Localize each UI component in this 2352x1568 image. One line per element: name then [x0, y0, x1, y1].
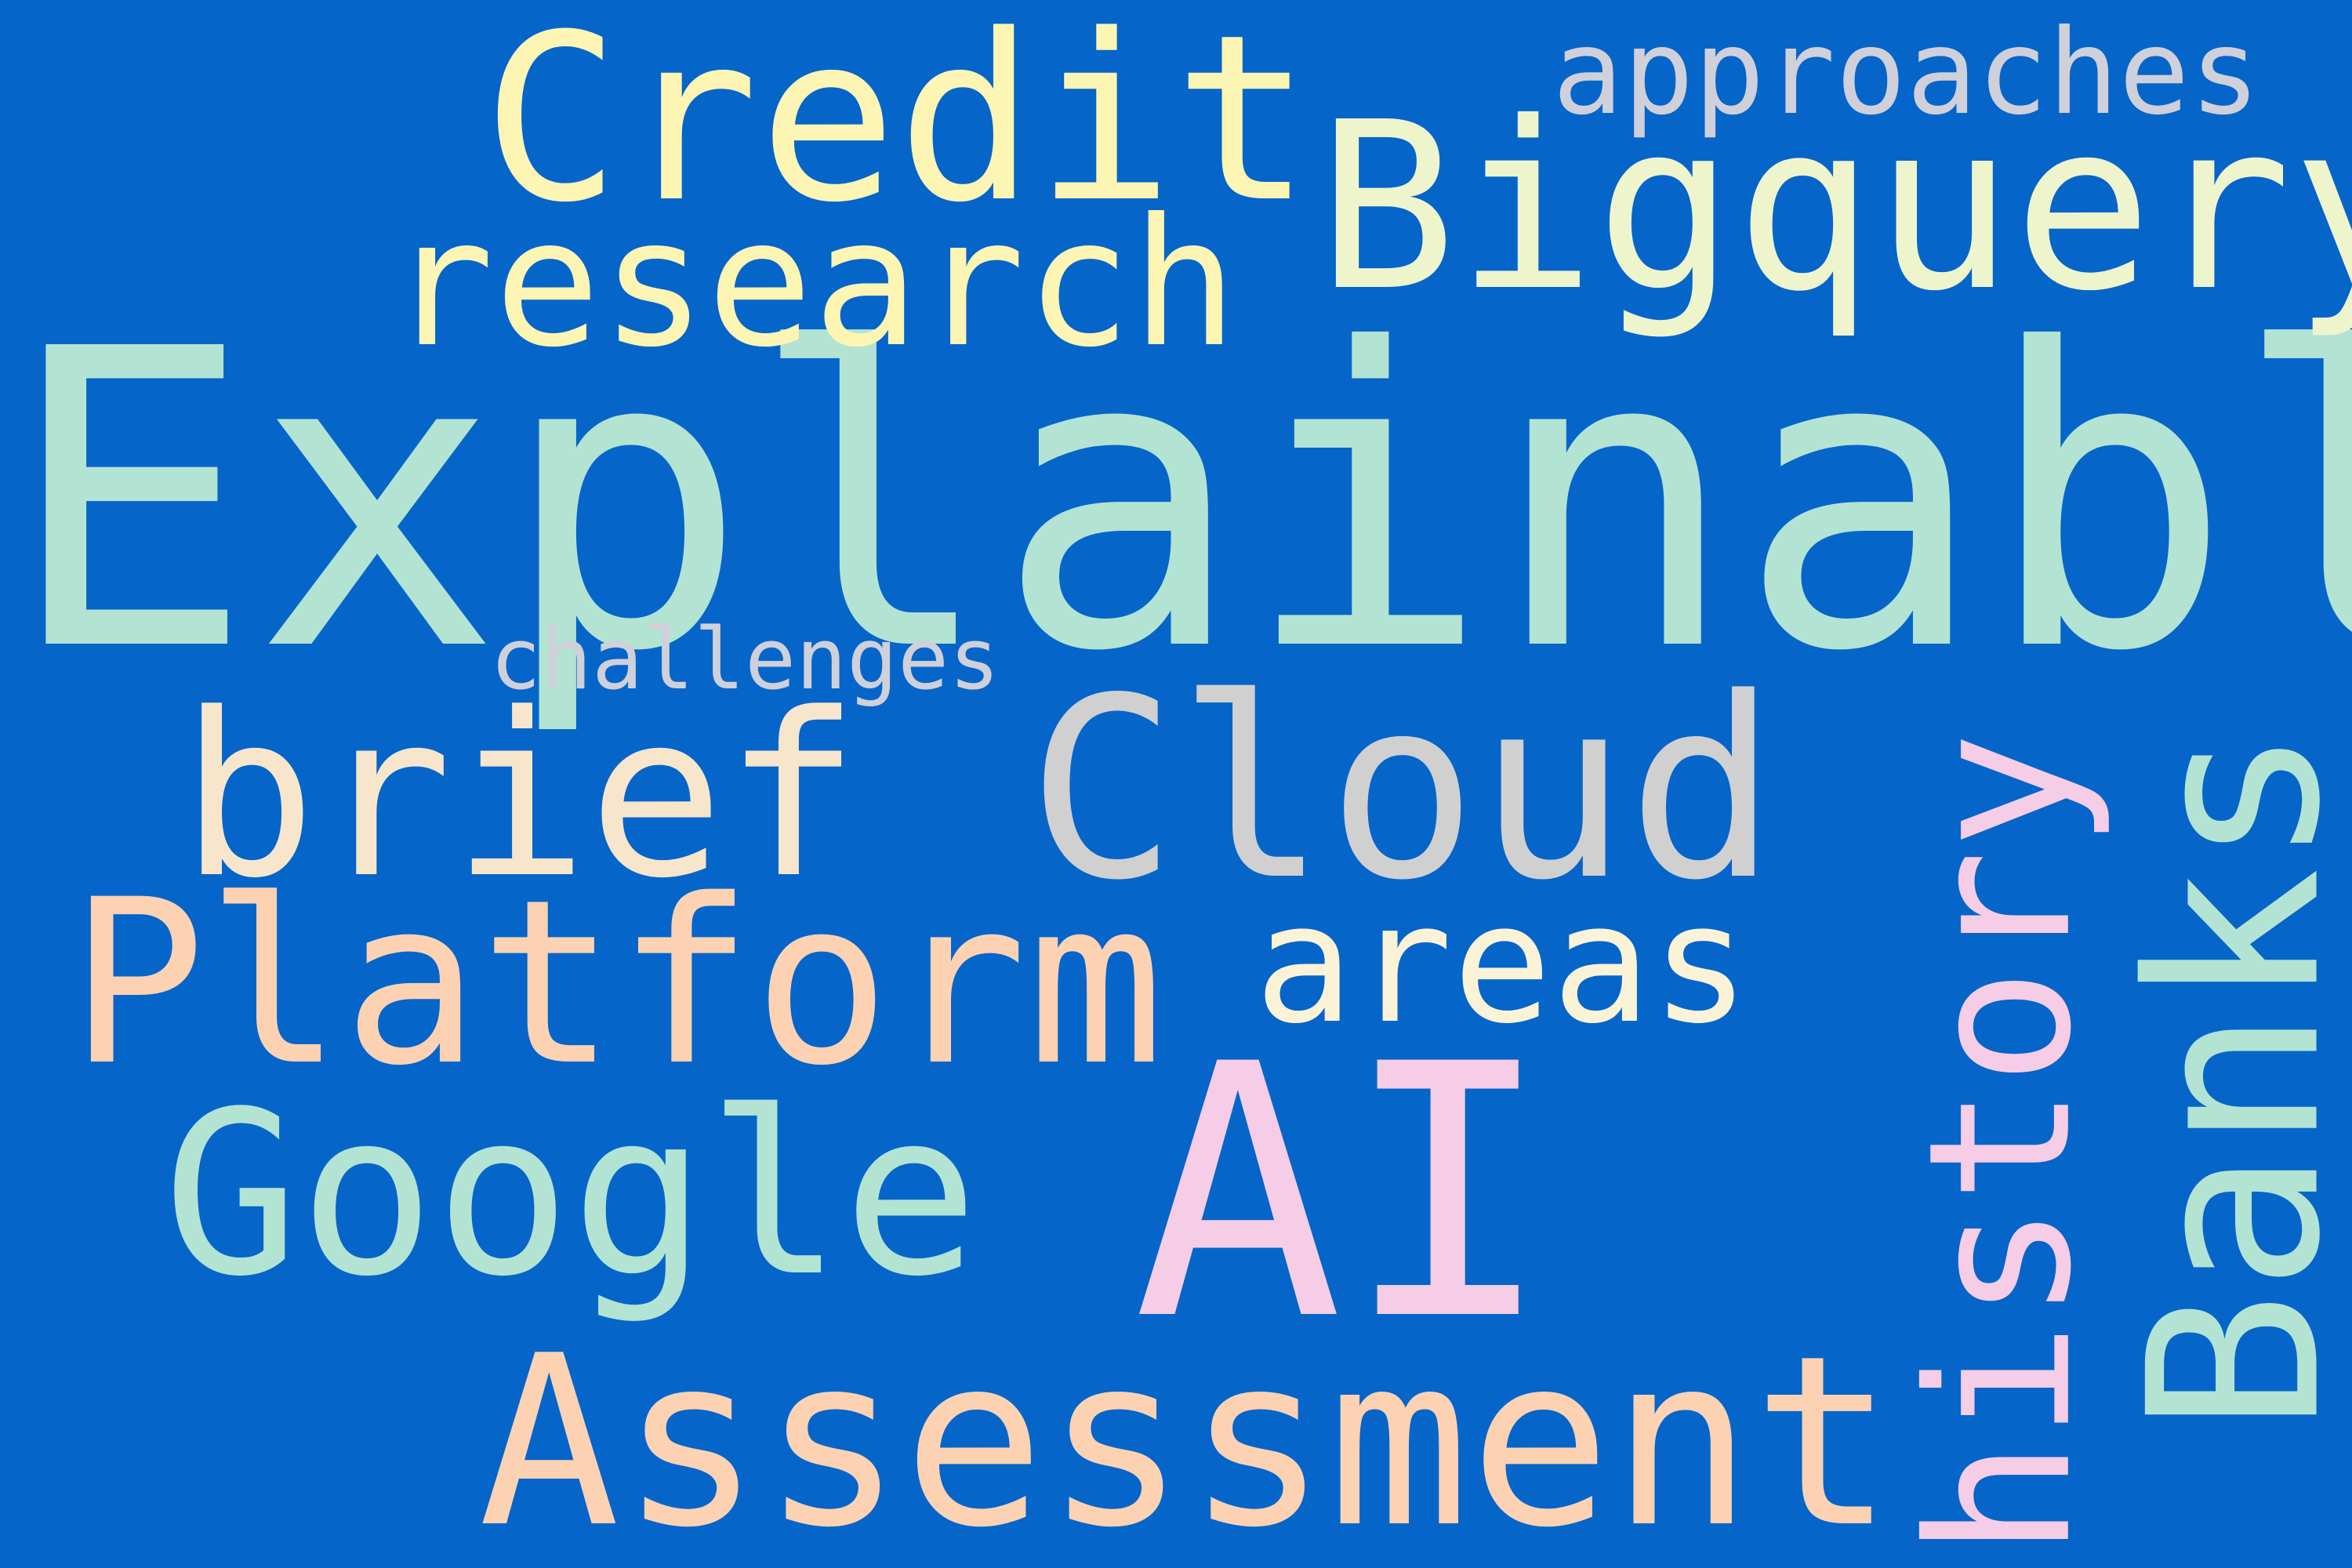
word-ai: AI	[1133, 990, 1553, 1396]
word-history: history	[1886, 731, 2114, 1558]
word-google: Google	[163, 1063, 979, 1326]
word-research: research	[388, 181, 1238, 387]
word-brief: brief	[180, 665, 860, 927]
word-approaches: approaches	[1552, 5, 2261, 141]
word-cloud-text: Cloud	[1027, 644, 1778, 935]
word-challenges: challenges	[490, 611, 1000, 709]
word-credit: Credit	[482, 0, 1312, 253]
word-areas: areas	[1254, 868, 1751, 1060]
word-bigquery: Bigquery	[1317, 72, 2352, 342]
word-assessment: Assessment	[478, 1305, 1895, 1568]
word-banks: Banks	[2098, 725, 2352, 1434]
word-explainable: Explainable	[6, 263, 2352, 741]
word-platform: Platform	[69, 851, 1164, 1116]
